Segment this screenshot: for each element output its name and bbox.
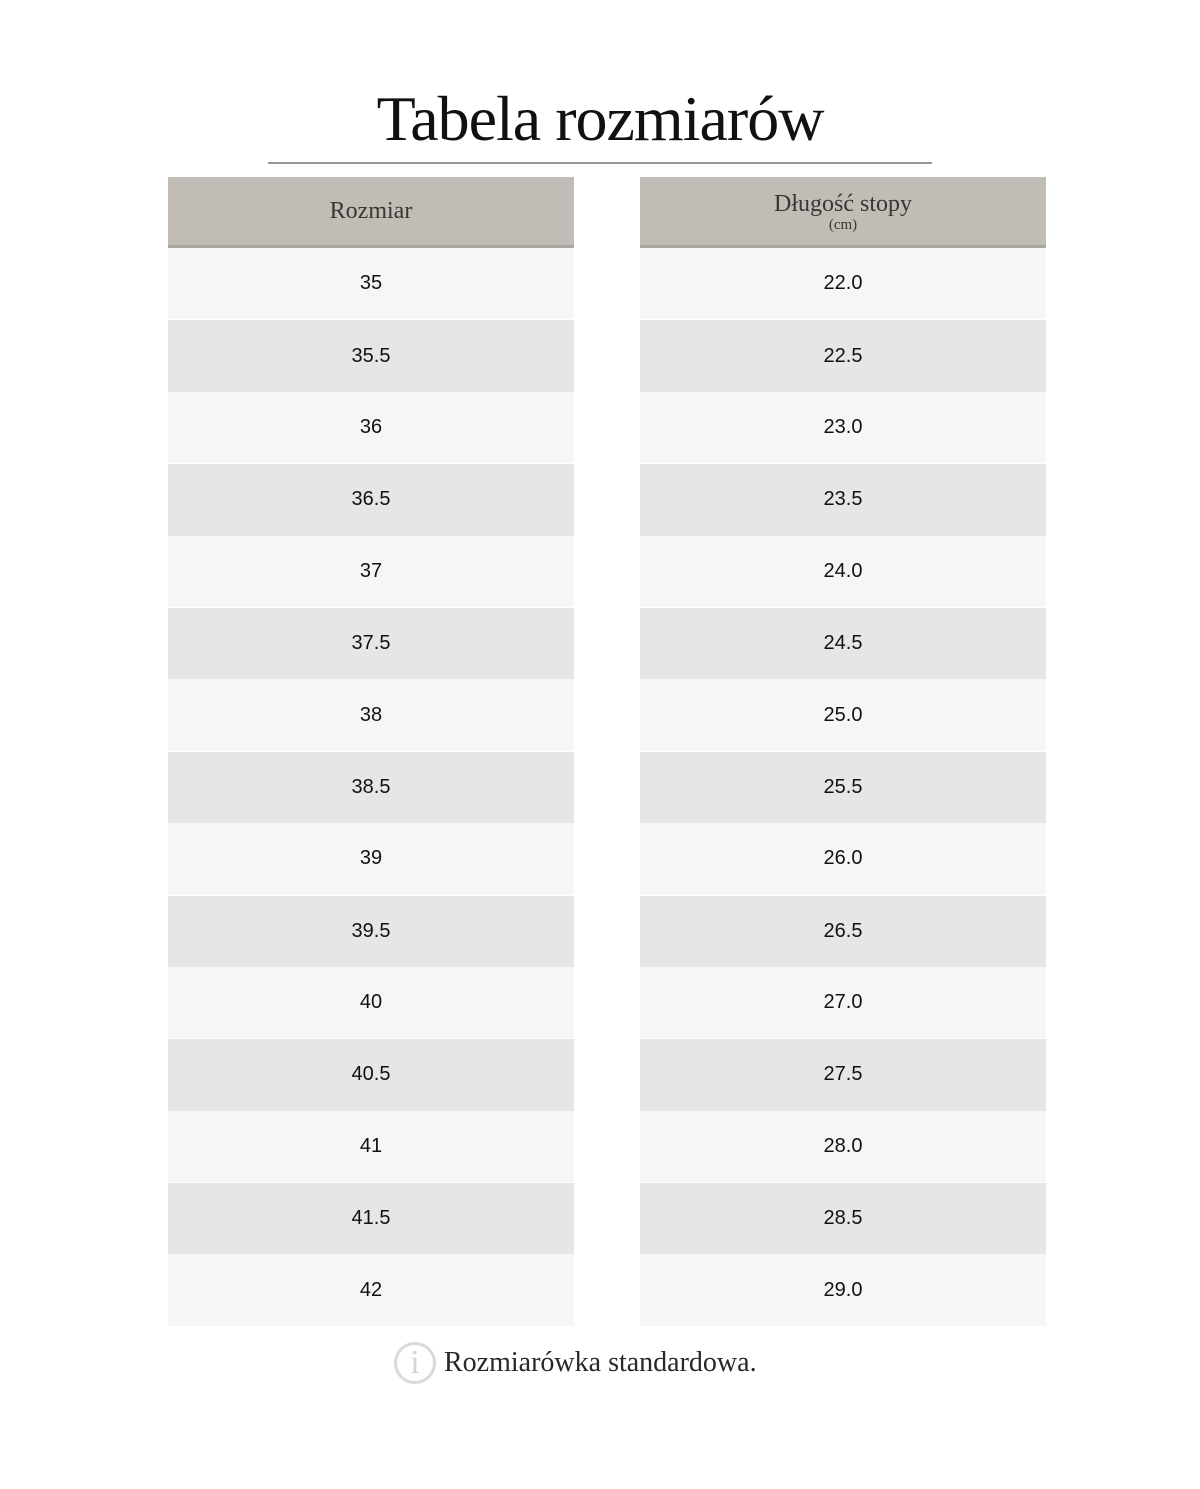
length-cell: 26.0: [640, 823, 1046, 895]
length-cell: 24.0: [640, 535, 1046, 607]
length-cell: 22.5: [640, 319, 1046, 392]
size-header-label: Rozmiar: [329, 197, 413, 224]
size-cell: 38: [168, 679, 574, 751]
length-cell: 28.5: [640, 1182, 1046, 1255]
size-cell: 39: [168, 823, 574, 895]
size-cell: 39.5: [168, 894, 574, 967]
footer-note: i Rozmiarówka standardowa.: [394, 1342, 757, 1384]
length-cell: 24.5: [640, 606, 1046, 680]
length-cell: 29.0: [640, 1254, 1046, 1326]
length-cell: 27.5: [640, 1038, 1046, 1111]
size-cell: 36.5: [168, 463, 574, 536]
foot-length-column: Długość stopy (cm) 22.0 22.5 23.0 23.5 24.0 2…: [640, 177, 1046, 1326]
page-title: Tabela rozmiarów: [376, 83, 825, 154]
length-cell: 22.0: [640, 248, 1046, 320]
size-column-header: Rozmiar: [168, 177, 574, 248]
length-cell: 28.0: [640, 1110, 1046, 1183]
length-column-header: Długość stopy (cm): [640, 177, 1046, 248]
length-header-unit: (cm): [828, 216, 858, 233]
length-cell: 25.0: [640, 679, 1046, 751]
length-cell: 27.0: [640, 966, 1046, 1039]
size-cell: 40: [168, 966, 574, 1039]
size-cell: 37: [168, 535, 574, 607]
size-cell: 38.5: [168, 750, 574, 824]
length-cell: 26.5: [640, 894, 1046, 967]
size-cell: 40.5: [168, 1038, 574, 1111]
size-cell: 36: [168, 391, 574, 464]
size-cell: 35: [168, 248, 574, 320]
size-cell: 41: [168, 1110, 574, 1183]
length-header-label: Długość stopy: [774, 190, 912, 217]
title-divider: [268, 162, 932, 164]
size-cell: 42: [168, 1254, 574, 1326]
length-cell: 23.5: [640, 463, 1046, 536]
size-cell: 37.5: [168, 606, 574, 680]
footer-note-text: Rozmiarówka standardowa.: [444, 1347, 757, 1378]
length-cell: 23.0: [640, 391, 1046, 464]
info-icon: i: [394, 1342, 436, 1384]
size-column: Rozmiar 35 35.5 36 36.5 37 37.5 38 38.5 39 39.5 40…: [168, 177, 574, 1326]
length-cell: 25.5: [640, 750, 1046, 824]
size-cell: 41.5: [168, 1182, 574, 1255]
size-cell: 35.5: [168, 319, 574, 392]
